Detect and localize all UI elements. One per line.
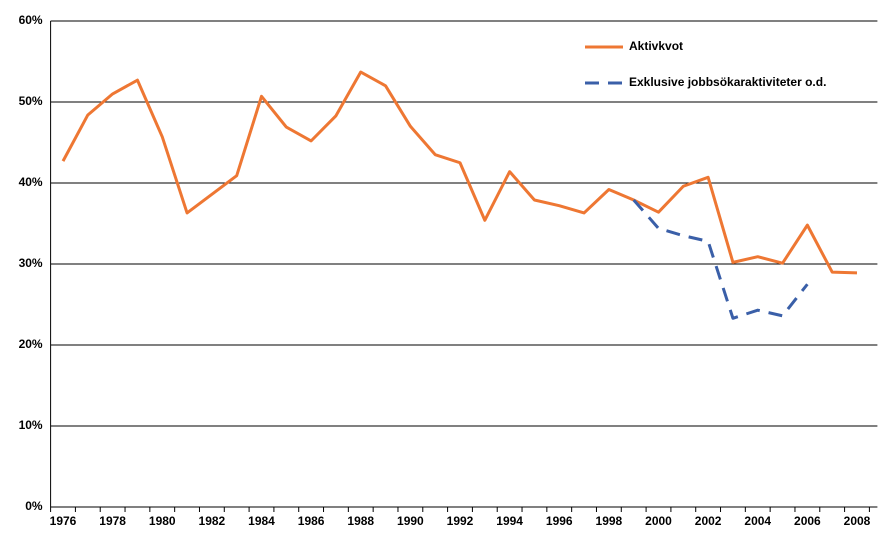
x-tick-label: 1980 xyxy=(149,514,176,528)
y-tick-label: 50% xyxy=(19,94,43,108)
x-tick-label: 1994 xyxy=(496,514,523,528)
y-tick-label: 40% xyxy=(19,175,43,189)
x-tick-label: 1990 xyxy=(397,514,424,528)
x-tick-label: 2008 xyxy=(844,514,871,528)
series-line xyxy=(632,199,809,320)
x-tick-label: 1986 xyxy=(298,514,325,528)
x-tick-label: 2002 xyxy=(695,514,722,528)
legend-label: Exklusive jobbsökaraktiviteter o.d. xyxy=(629,75,826,89)
x-tick-label: 1996 xyxy=(546,514,573,528)
x-tick-label: 1998 xyxy=(596,514,623,528)
x-tick-label: 1992 xyxy=(447,514,474,528)
legend-label: Aktivkvot xyxy=(629,39,683,53)
x-tick-label: 2000 xyxy=(645,514,672,528)
x-tick-label: 1982 xyxy=(199,514,226,528)
y-tick-label: 10% xyxy=(19,418,43,432)
series-line xyxy=(61,70,858,275)
x-tick-label: 2006 xyxy=(794,514,821,528)
x-tick-label: 1984 xyxy=(248,514,275,528)
y-tick-label: 0% xyxy=(25,499,43,513)
x-tick-label: 1976 xyxy=(50,514,77,528)
y-tick-label: 20% xyxy=(19,337,43,351)
x-tick-label: 1988 xyxy=(347,514,374,528)
y-tick-label: 30% xyxy=(19,256,43,270)
y-tick-label: 60% xyxy=(19,13,43,27)
x-tick-label: 2004 xyxy=(744,514,771,528)
x-tick-label: 1978 xyxy=(99,514,126,528)
